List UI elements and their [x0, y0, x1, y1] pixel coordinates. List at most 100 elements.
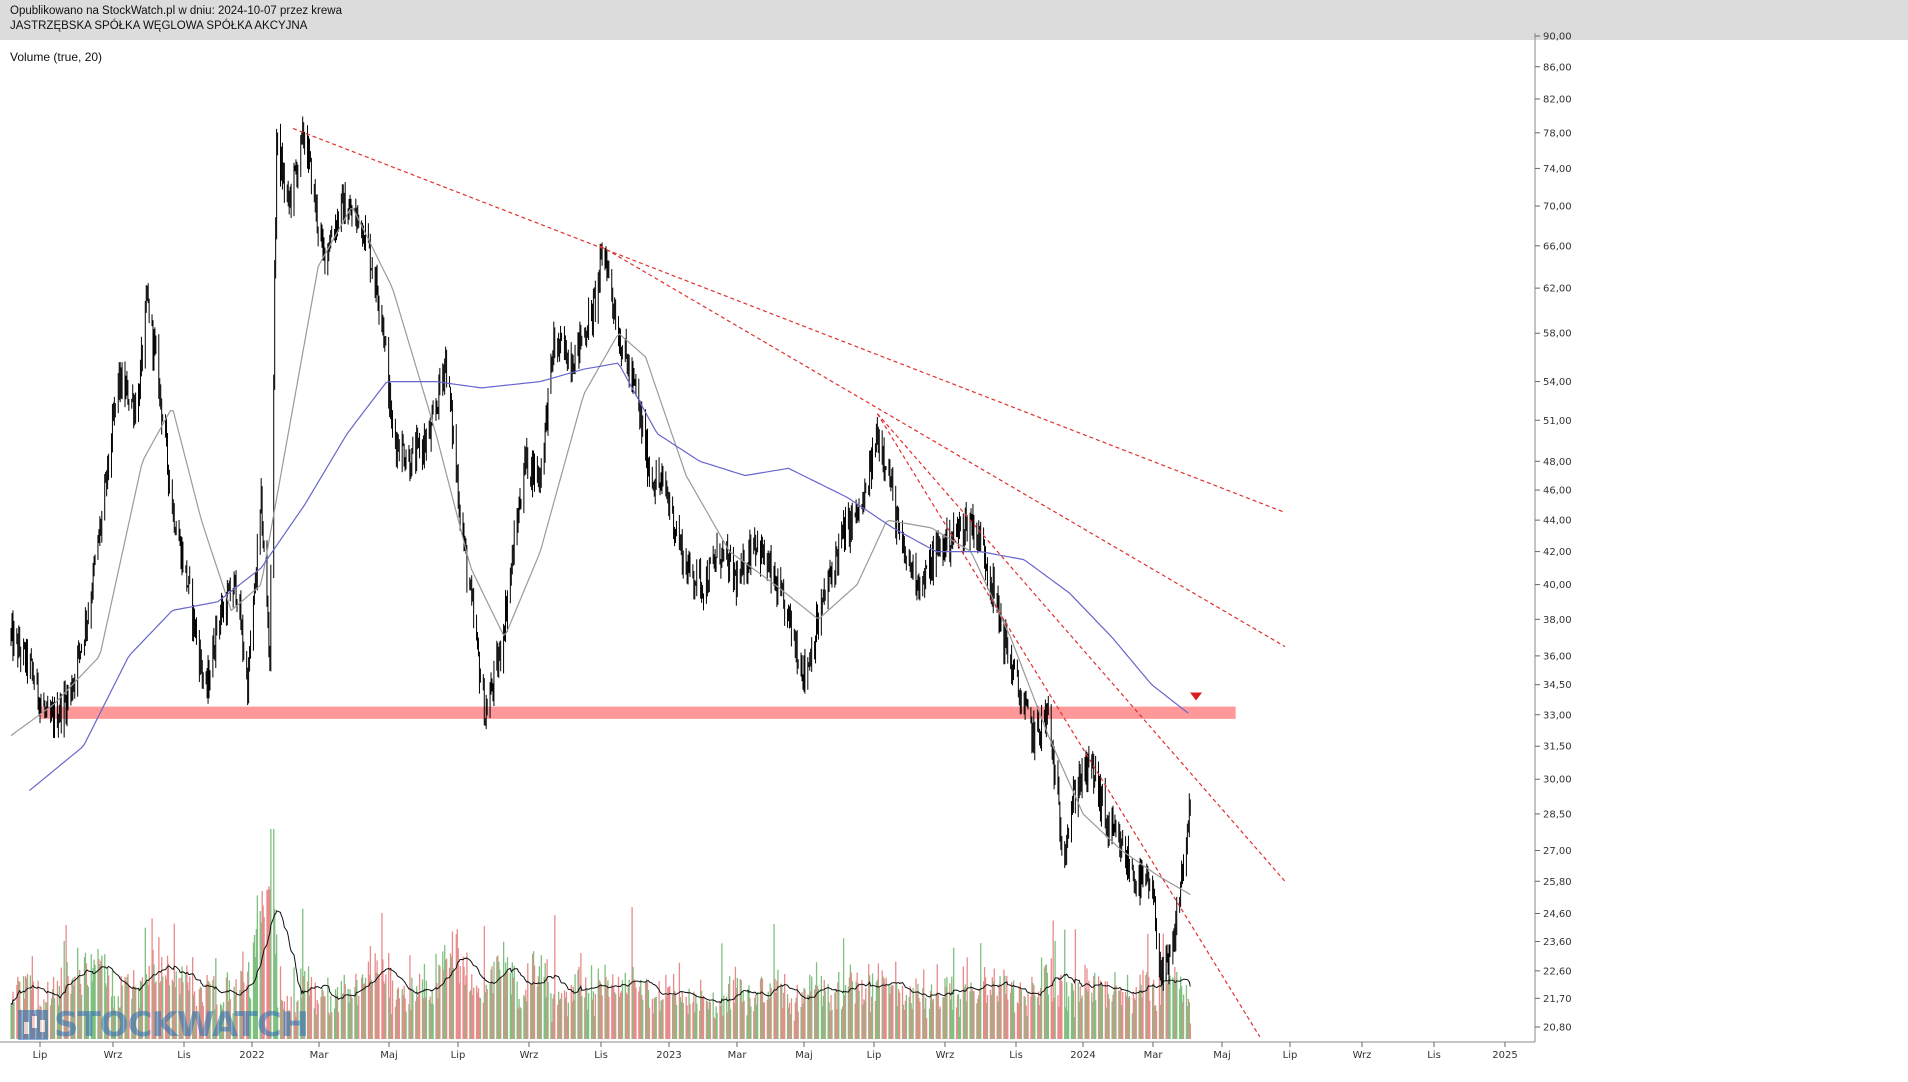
- volume-bar: [174, 987, 176, 1039]
- volume-bar: [1100, 985, 1103, 1039]
- volume-bar: [1019, 982, 1021, 1039]
- volume-bar: [256, 895, 259, 1039]
- volume-bar: [693, 991, 695, 1039]
- volume-bar: [37, 980, 39, 1039]
- volume-bar: [1085, 988, 1087, 1039]
- volume-bar: [862, 1004, 864, 1039]
- volume-bar: [31, 956, 33, 1039]
- volume-bar: [402, 995, 404, 1039]
- volume-bar: [712, 992, 714, 1039]
- volume-bar: [343, 974, 345, 1039]
- volume-bar: [749, 998, 751, 1039]
- volume-bar: [50, 1005, 52, 1039]
- volume-bar: [1087, 991, 1089, 1039]
- y-tick-label: 66,00: [1543, 241, 1572, 252]
- volume-bar: [756, 992, 759, 1039]
- volume-bar: [701, 997, 704, 1039]
- volume-bar: [836, 1009, 838, 1039]
- volume-bar: [524, 996, 526, 1039]
- trendline: [292, 127, 1286, 514]
- volume-bar: [1093, 976, 1095, 1039]
- volume-bar: [320, 996, 322, 1039]
- volume-bar: [431, 989, 433, 1039]
- volume-bar: [944, 978, 946, 1039]
- volume-bar: [801, 992, 803, 1039]
- volume-bar: [594, 994, 597, 1039]
- volume-bar: [11, 1004, 13, 1039]
- y-tick-label: 23,60: [1543, 937, 1572, 948]
- volume-bar: [1180, 986, 1183, 1039]
- volume-bar: [225, 977, 228, 1039]
- volume-bar: [486, 989, 488, 1039]
- volume-bar: [306, 981, 309, 1039]
- volume-bar: [430, 1003, 432, 1039]
- volume-bar: [929, 990, 932, 1039]
- volume-bar: [864, 1000, 866, 1039]
- volume-bar: [1086, 968, 1088, 1039]
- volume-bar: [695, 994, 697, 1039]
- volume-bar: [227, 1001, 230, 1039]
- volume-bar: [410, 1010, 412, 1039]
- volume-bar: [1050, 958, 1052, 1039]
- volume-bar: [336, 987, 339, 1039]
- volume-bar: [1172, 977, 1174, 1039]
- volume-bar: [243, 982, 245, 1039]
- volume-bar: [1026, 1016, 1028, 1039]
- volume-bar: [545, 997, 547, 1039]
- volume-bar: [1084, 964, 1086, 1039]
- volume-bar: [133, 970, 135, 1039]
- volume-bar: [207, 980, 209, 1039]
- volume-bar: [17, 976, 19, 1039]
- volume-bar: [349, 989, 351, 1039]
- volume-bar: [335, 995, 338, 1039]
- volume-bar: [634, 982, 636, 1039]
- volume-bar: [499, 969, 501, 1039]
- volume-bar: [897, 1005, 899, 1039]
- volume-bar: [665, 974, 667, 1039]
- volume-bar: [1030, 996, 1032, 1039]
- volume-bar: [770, 987, 772, 1039]
- volume-bar: [384, 984, 386, 1039]
- volume-bar: [591, 999, 594, 1039]
- volume-bar: [262, 905, 264, 1039]
- volume-bar: [560, 993, 563, 1039]
- volume-bar: [355, 973, 357, 1039]
- volume-bar: [448, 967, 451, 1039]
- volume-bar: [391, 980, 394, 1039]
- volume-bar: [1169, 975, 1171, 1039]
- volume-bar: [811, 976, 813, 1039]
- volume-bar: [699, 1010, 701, 1039]
- volume-bar: [828, 1002, 830, 1039]
- volume-bar: [990, 995, 993, 1039]
- volume-bar: [533, 965, 536, 1039]
- volume-bar: [1080, 998, 1082, 1039]
- volume-bar: [412, 989, 414, 1039]
- volume-bar: [425, 980, 428, 1039]
- volume-bar: [87, 986, 89, 1039]
- volume-bar: [229, 999, 231, 1039]
- volume-bar: [493, 961, 495, 1039]
- volume-bar: [418, 973, 421, 1039]
- volume-bar: [1121, 1005, 1123, 1039]
- volume-bar: [1012, 980, 1015, 1039]
- volume-bar: [297, 1000, 299, 1039]
- moving-average-long: [29, 362, 1189, 792]
- volume-bar: [1113, 991, 1115, 1039]
- volume-bar: [191, 957, 194, 1039]
- volume-bar: [1133, 997, 1135, 1039]
- volume-bar: [1005, 993, 1007, 1039]
- volume-bar: [760, 976, 763, 1039]
- volume-bar: [189, 976, 191, 1039]
- volume-bar: [405, 1011, 407, 1039]
- volume-bar: [553, 994, 555, 1039]
- volume-bar: [261, 891, 263, 1039]
- volume-bar: [993, 968, 995, 1039]
- volume-bar: [688, 988, 690, 1039]
- volume-bar: [938, 1009, 940, 1039]
- y-tick-label: 40,00: [1543, 580, 1572, 591]
- volume-bar: [672, 974, 675, 1039]
- trendline: [876, 413, 1286, 882]
- volume-bar: [1188, 1002, 1191, 1039]
- volume-bar: [356, 980, 358, 1039]
